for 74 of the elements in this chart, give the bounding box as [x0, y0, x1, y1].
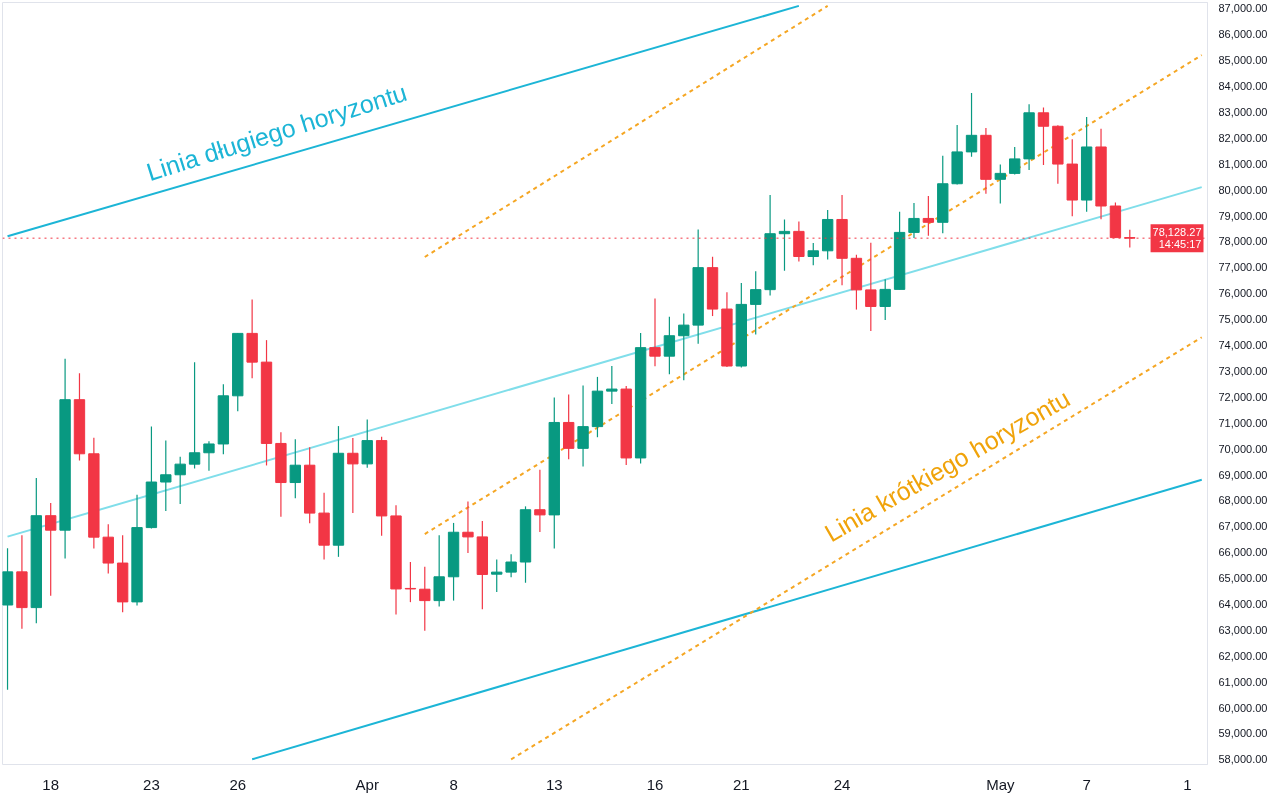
candlestick — [807, 242, 819, 266]
x-tick-label: Apr — [355, 775, 379, 793]
candlestick — [879, 278, 891, 321]
y-tick-label: 76,000.00 — [1218, 287, 1268, 300]
y-tick-label: 80,000.00 — [1218, 183, 1268, 196]
x-tick-label: 13 — [545, 775, 563, 793]
candlestick — [160, 439, 172, 512]
candlestick — [347, 437, 359, 514]
candlestick — [203, 440, 215, 472]
y-tick-label: 71,000.00 — [1218, 416, 1268, 429]
candlestick — [865, 242, 877, 332]
y-tick-label: 64,000.00 — [1218, 597, 1268, 610]
y-tick-label: 60,000.00 — [1218, 701, 1268, 714]
x-tick-label: 7 — [1082, 775, 1091, 793]
candlestick — [289, 438, 301, 499]
y-tick-label: 87,000.00 — [1218, 2, 1268, 15]
y-tick-label: 67,000.00 — [1218, 520, 1268, 533]
candlestick — [361, 419, 373, 469]
y-tick-label: 68,000.00 — [1218, 494, 1268, 507]
y-tick-label: 70,000.00 — [1218, 442, 1268, 455]
y-tick-label: 83,000.00 — [1218, 106, 1268, 119]
y-tick-label: 62,000.00 — [1218, 649, 1268, 662]
candlestick — [994, 163, 1006, 205]
x-tick-label: 1 — [1183, 775, 1192, 793]
x-tick-label: 26 — [229, 775, 247, 793]
y-tick-label: 79,000.00 — [1218, 209, 1268, 222]
candlestick — [908, 202, 920, 239]
y-tick-label: 84,000.00 — [1218, 80, 1268, 93]
y-tick-label: 77,000.00 — [1218, 261, 1268, 274]
candlestick — [491, 558, 503, 593]
candlestick — [404, 561, 417, 603]
y-tick-label: 85,000.00 — [1218, 54, 1268, 67]
candlestick — [419, 566, 431, 632]
y-tick-label: 63,000.00 — [1218, 623, 1268, 636]
candlestick — [965, 92, 978, 158]
ref-line-label: 78,128.27 — [1152, 226, 1202, 239]
candlestick — [577, 384, 589, 468]
y-tick-label: 65,000.00 — [1218, 572, 1268, 585]
candlestick — [922, 195, 935, 237]
candlestick — [649, 297, 661, 367]
y-tick-label: 82,000.00 — [1218, 131, 1268, 144]
candlestick — [505, 553, 517, 578]
x-tick-label: 16 — [646, 775, 664, 793]
x-tick-label: 24 — [833, 775, 851, 793]
y-tick-label: 58,000.00 — [1218, 753, 1268, 766]
candlestick — [188, 361, 201, 470]
candlestick — [1009, 146, 1021, 176]
candlestick — [462, 500, 474, 554]
y-tick-label: 69,000.00 — [1218, 468, 1268, 481]
candlestick — [663, 316, 676, 375]
y-tick-label: 72,000.00 — [1218, 390, 1268, 403]
candlestick — [45, 502, 57, 597]
candlestick — [534, 469, 546, 533]
y-tick-label: 78,000.00 — [1218, 235, 1268, 248]
y-tick-label: 73,000.00 — [1218, 364, 1268, 377]
x-tick-label: 23 — [143, 775, 160, 793]
candlestick — [606, 365, 618, 405]
y-tick-label: 81,000.00 — [1218, 157, 1268, 170]
candlestick — [433, 534, 445, 608]
y-tick-label: 61,000.00 — [1218, 675, 1268, 688]
annotation: 14:45:17 — [1158, 238, 1202, 251]
y-tick-label: 66,000.00 — [1218, 546, 1268, 559]
y-tick-label: 86,000.00 — [1218, 28, 1268, 41]
candlestick — [1037, 107, 1050, 166]
x-tick-label: 8 — [449, 775, 458, 793]
candlestick — [174, 456, 186, 505]
x-tick-label: 21 — [732, 775, 750, 793]
candlestick — [678, 312, 690, 381]
candlestick — [750, 270, 762, 336]
y-tick-label: 75,000.00 — [1218, 313, 1268, 326]
y-tick-label: 74,000.00 — [1218, 339, 1268, 352]
y-tick-label: 59,000.00 — [1218, 727, 1268, 740]
x-tick-label: May — [986, 775, 1015, 793]
x-tick-label: 18 — [42, 775, 60, 793]
